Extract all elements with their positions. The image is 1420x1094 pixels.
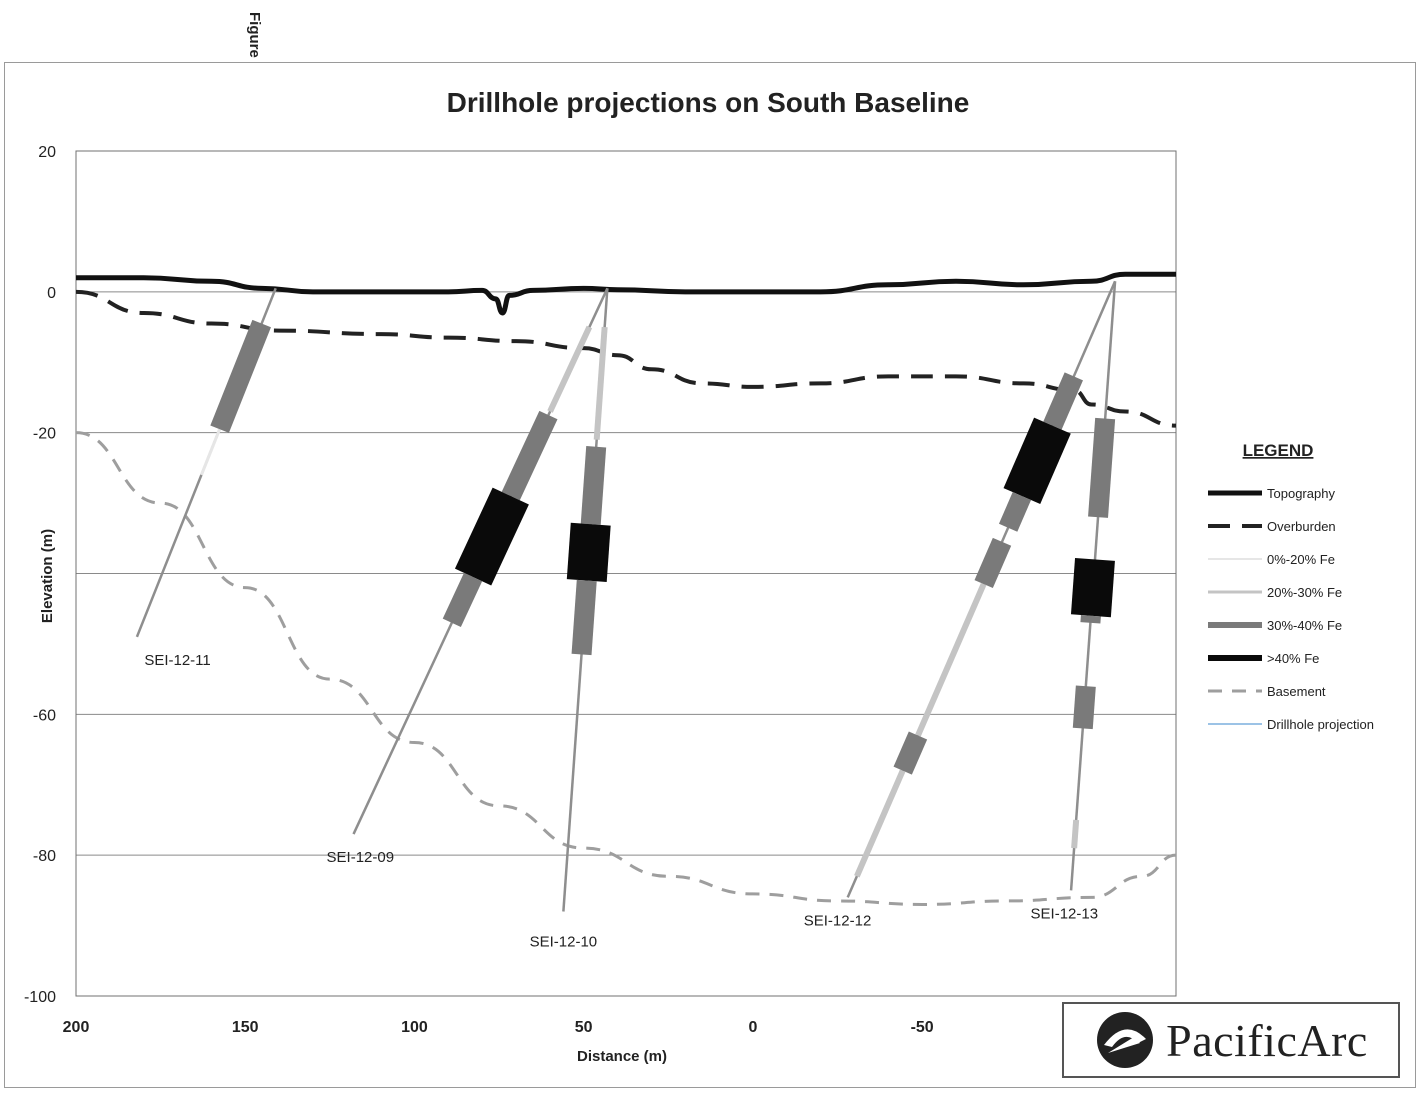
basement-line — [75, 431, 1177, 906]
drillhole-layer: SEI-12-11 SEI-12-09 SEI-12-10 SEI-12-12 SEI-… — [135, 280, 1117, 951]
grade-segment-fe30 — [1043, 372, 1083, 430]
grade-segment-fe20 — [547, 325, 593, 413]
legend-title: LEGEND — [1243, 441, 1314, 460]
grade-segment-fe30 — [571, 579, 597, 656]
x-tick-label: 100 — [401, 1019, 428, 1036]
legend-label-overburden: Overburden — [1267, 519, 1336, 534]
y-tick-labels: 20 0 -20 -60 -80 -100 — [24, 144, 56, 1006]
x-axis-label: Distance (m) — [577, 1048, 667, 1065]
grade-segment-fe30 — [580, 446, 607, 525]
y-tick-label: -20 — [33, 426, 56, 443]
grade-segment-fe30 — [998, 492, 1032, 532]
grade-segment-fe40 — [454, 487, 529, 586]
drillhole-label: SEI-12-09 — [327, 849, 395, 866]
y-tick-label: -80 — [33, 848, 56, 865]
grade-segment-fe40 — [1003, 417, 1071, 505]
x-tick-label: 150 — [232, 1019, 259, 1036]
legend-label-fe30: 30%-40% Fe — [1267, 618, 1342, 633]
legend-label-basement: Basement — [1267, 684, 1326, 699]
grade-segment-fe40 — [566, 522, 611, 582]
legend-label-fe0: 0%-20% Fe — [1267, 552, 1335, 567]
grade-segment-fe40 — [1070, 557, 1115, 618]
y-tick-label: -100 — [24, 989, 56, 1006]
drillhole-sei-12-10: SEI-12-10 — [530, 288, 611, 951]
grade-segment-fe20 — [1071, 819, 1080, 849]
y-tick-label: 0 — [47, 285, 56, 302]
topography-line — [76, 271, 1176, 316]
drillhole-label: SEI-12-13 — [1031, 906, 1099, 923]
drillhole-sei-12-12: SEI-12-12 — [804, 280, 1117, 930]
grade-segment-fe20 — [915, 582, 987, 737]
legend-label-drillhole: Drillhole projection — [1267, 717, 1374, 732]
drillhole-label: SEI-12-12 — [804, 913, 872, 930]
drillhole-sei-12-13: SEI-12-13 — [1031, 281, 1117, 923]
chart-title: Drillhole projections on South Baseline — [447, 87, 970, 118]
figure-rotated-label: Figure — [244, 6, 270, 66]
grade-segment-fe0 — [200, 428, 222, 476]
y-tick-label: -60 — [33, 707, 56, 724]
drillhole-label: SEI-12-11 — [144, 652, 210, 669]
x-tick-label: 0 — [748, 1019, 757, 1036]
legend-label-fe20: 20%-30% Fe — [1267, 585, 1342, 600]
grade-segment-fe30 — [1088, 417, 1116, 518]
grade-segment-fe30 — [1080, 615, 1101, 624]
logo-text: PacificArc — [1166, 1014, 1368, 1066]
figure-label-text: Figure — [246, 12, 263, 58]
pacificarc-logo-icon — [1097, 1012, 1154, 1068]
legend: LEGEND Topography Overburden 0%-20% Fe 20%-… — [1208, 441, 1374, 732]
grade-segment-fe30 — [893, 731, 928, 775]
grade-segment-fe30 — [974, 537, 1012, 589]
grade-segment-fe20 — [854, 769, 906, 878]
pacificarc-logo: PacificArc — [1062, 1002, 1400, 1078]
legend-label-fe40: >40% Fe — [1267, 651, 1319, 666]
grade-segment-fe30 — [442, 572, 483, 628]
legend-label-topography: Topography — [1267, 486, 1335, 501]
drillhole-label: SEI-12-10 — [530, 934, 598, 951]
grade-segment-fe20 — [593, 326, 608, 440]
x-tick-label: 200 — [63, 1019, 90, 1036]
grade-segment-fe30 — [210, 319, 271, 433]
grade-segment-fe30 — [501, 410, 558, 501]
y-tick-label: 20 — [38, 144, 56, 161]
y-axis-label: Elevation (m) — [39, 529, 56, 623]
grade-segment-fe30 — [1072, 685, 1096, 730]
drillhole-sei-12-11: SEI-12-11 — [135, 287, 277, 669]
chart-frame — [4, 62, 1416, 1088]
plot-area — [75, 150, 1177, 997]
drillhole-sei-12-09: SEI-12-09 — [327, 287, 609, 866]
x-tick-label: -50 — [911, 1019, 934, 1036]
x-tick-label: 50 — [575, 1019, 593, 1036]
